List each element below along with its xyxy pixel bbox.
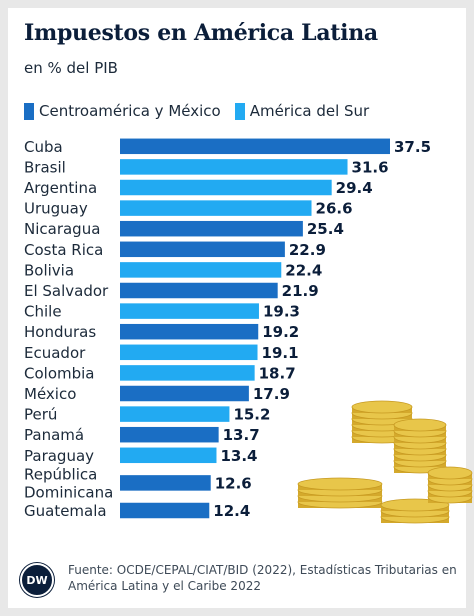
bar-17 [120, 502, 210, 519]
coin-stack-2 [393, 418, 447, 474]
category-label-10: Ecuador [24, 344, 86, 362]
source-line-2: América Latina y el Caribe 2022 [68, 579, 261, 593]
category-label-3: Uruguay [24, 200, 88, 218]
legend: Centroamérica y México América del Sur [24, 102, 383, 120]
value-label-15: 13.4 [220, 447, 257, 465]
value-label-4: 25.4 [307, 220, 344, 238]
value-label-3: 26.6 [316, 200, 353, 218]
bar-5 [120, 241, 285, 258]
source-note: Fuente: OCDE/CEPAL/CIAT/BID (2022), Esta… [68, 562, 468, 594]
chart-title: Impuestos en América Latina [24, 20, 378, 46]
bar-8 [120, 303, 259, 319]
legend-label-sur: América del Sur [249, 102, 370, 120]
value-label-10: 19.1 [262, 344, 299, 362]
value-label-7: 21.9 [282, 282, 319, 300]
value-label-0: 37.5 [394, 138, 431, 156]
legend-label-centroamerica: Centroamérica y México [39, 102, 221, 120]
category-label-9: Honduras [24, 323, 96, 341]
value-label-9: 19.2 [262, 323, 299, 341]
category-label-7: El Salvador [24, 282, 109, 300]
bar-11 [120, 365, 255, 381]
value-label-6: 22.4 [285, 261, 322, 279]
bar-15 [120, 447, 217, 464]
category-label-1: Brasil [24, 158, 66, 176]
value-label-8: 19.3 [263, 303, 300, 321]
category-label-13: Perú [24, 406, 57, 424]
category-label-4: Nicaragua [24, 220, 100, 238]
bar-9 [120, 323, 259, 340]
coin-stack-3 [297, 477, 383, 509]
category-label-2: Argentina [24, 179, 97, 197]
bar-group: Cuba 37.5 Brasil 31.6 Argentina 29.4 Uruguay 26… [24, 138, 431, 520]
coins-illustration [297, 400, 473, 524]
value-label-12: 17.9 [253, 385, 290, 403]
value-label-13: 15.2 [233, 406, 270, 424]
chart-subtitle: en % del PIB [24, 59, 118, 77]
bar-0 [120, 138, 390, 155]
legend-item-centroamerica: Centroamérica y México [24, 102, 221, 120]
bar-12 [120, 385, 249, 402]
bar-3 [120, 200, 312, 216]
bar-4 [120, 220, 303, 237]
category-label-17: Guatemala [24, 502, 107, 520]
bar-6 [120, 262, 282, 278]
source-line-1: Fuente: OCDE/CEPAL/CIAT/BID (2022), Esta… [68, 563, 457, 577]
bar-1 [120, 159, 348, 175]
legend-item-sur: América del Sur [234, 102, 370, 120]
value-label-2: 29.4 [336, 179, 373, 197]
category-label-0: Cuba [24, 138, 63, 156]
value-label-14: 13.7 [223, 426, 260, 444]
bar-16 [120, 475, 211, 491]
coin-stack-4 [380, 498, 450, 524]
value-label-1: 31.6 [352, 158, 389, 176]
category-label-15: Paraguay [24, 447, 94, 465]
category-label-8: Chile [24, 303, 62, 321]
value-label-17: 12.4 [213, 502, 250, 520]
dw-logo: DW [20, 563, 54, 597]
category-label-14: Panamá [24, 426, 84, 444]
category-label-5: Costa Rica [24, 241, 103, 259]
category-label-6: Bolivia [24, 261, 74, 279]
category-label-12: México [24, 385, 76, 403]
category-label-11: Colombia [24, 364, 95, 382]
value-label-5: 22.9 [289, 241, 326, 259]
coin-stack-5 [427, 466, 473, 504]
legend-swatch-sur [234, 102, 245, 120]
value-label-11: 18.7 [259, 364, 296, 382]
bar-7 [120, 282, 278, 299]
bar-13 [120, 406, 230, 422]
bar-10 [120, 344, 258, 361]
value-label-16: 12.6 [215, 474, 252, 492]
bar-2 [120, 179, 332, 196]
bar-14 [120, 426, 219, 443]
category-label-16: República Dominicana [24, 465, 113, 501]
legend-swatch-centroamerica [24, 102, 34, 120]
